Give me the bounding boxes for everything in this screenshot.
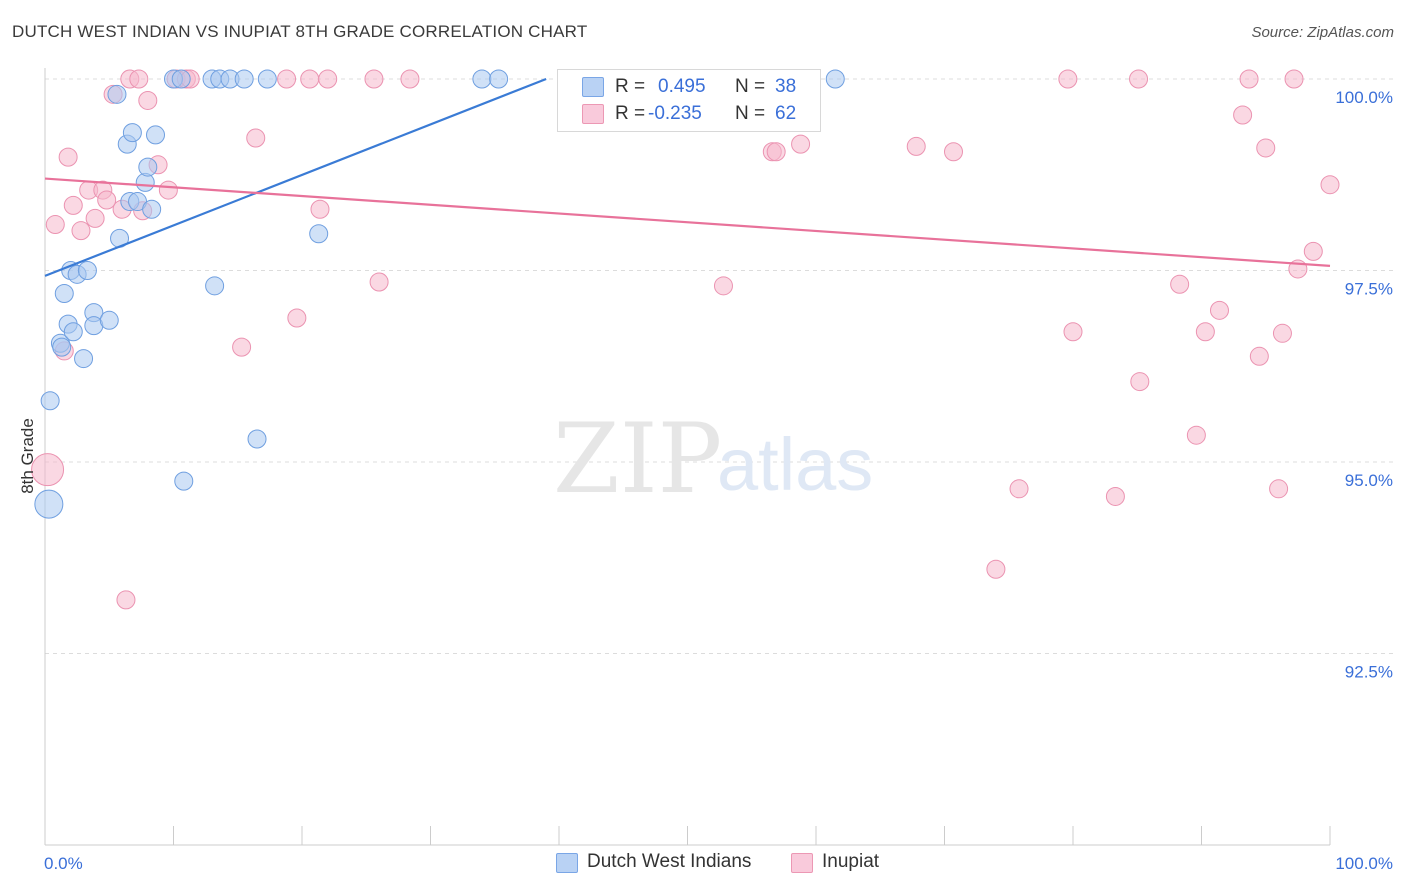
watermark-atlas: atlas xyxy=(717,423,873,506)
point-inupiat xyxy=(1209,300,1229,320)
point-inupiat xyxy=(300,69,320,89)
point-inupiat xyxy=(1233,105,1253,125)
point-inupiat xyxy=(71,221,91,241)
legend-n-value: 38 xyxy=(775,76,797,97)
y-tick-label: 97.5% xyxy=(1345,280,1393,299)
point-dutch-west-indians xyxy=(825,69,845,89)
legend-box: R = 0.495 N = 38 R = -0.235 N = 62 xyxy=(557,69,821,132)
point-inupiat xyxy=(1303,241,1323,261)
point-inupiat xyxy=(1105,486,1125,506)
legend-n-label: N = xyxy=(735,76,766,97)
chart-title: DUTCH WEST INDIAN VS INUPIAT 8TH GRADE C… xyxy=(12,22,588,41)
bottom-legend-swatch-blue xyxy=(556,853,578,873)
point-dutch-west-indians xyxy=(34,489,64,519)
point-inupiat xyxy=(1129,69,1149,89)
point-dutch-west-indians xyxy=(247,429,267,449)
point-dutch-west-indians xyxy=(257,69,277,89)
bottom-legend-label: Dutch West Indians xyxy=(587,851,752,872)
point-inupiat xyxy=(318,69,338,89)
point-inupiat xyxy=(63,195,83,215)
point-inupiat xyxy=(766,142,786,162)
point-inupiat xyxy=(1320,175,1340,195)
point-inupiat xyxy=(1195,322,1215,342)
point-inupiat xyxy=(369,272,389,292)
legend-n-value: 62 xyxy=(775,103,797,124)
trendline-dutch-west-indians xyxy=(44,77,547,277)
point-inupiat xyxy=(986,559,1006,579)
point-inupiat xyxy=(1170,274,1190,294)
y-tick-label: 100.0% xyxy=(1335,88,1393,107)
point-inupiat xyxy=(1009,479,1029,499)
legend-swatch-pink xyxy=(582,104,604,124)
point-inupiat xyxy=(116,590,136,610)
point-inupiat xyxy=(31,453,65,487)
point-dutch-west-indians xyxy=(309,224,329,244)
point-inupiat xyxy=(1130,372,1150,392)
legend-r-label: R = xyxy=(615,103,646,124)
point-inupiat xyxy=(138,90,158,110)
point-inupiat xyxy=(1186,425,1206,445)
point-dutch-west-indians xyxy=(146,125,166,145)
point-inupiat xyxy=(400,69,420,89)
point-dutch-west-indians xyxy=(142,199,162,219)
point-dutch-west-indians xyxy=(174,471,194,491)
y-axis-label: 8th Grade xyxy=(18,418,37,494)
point-inupiat xyxy=(1272,323,1292,343)
point-inupiat xyxy=(1249,346,1269,366)
source-label: Source: ZipAtlas.com xyxy=(1251,24,1394,41)
point-dutch-west-indians xyxy=(171,69,191,89)
point-inupiat xyxy=(158,180,178,200)
point-dutch-west-indians xyxy=(74,349,94,369)
legend-r-value: 0.495 xyxy=(658,76,706,97)
watermark-zip: ZIP xyxy=(553,403,722,515)
point-inupiat xyxy=(232,337,252,357)
trendline-inupiat xyxy=(44,177,1331,268)
y-tick-label: 95.0% xyxy=(1345,471,1393,490)
point-dutch-west-indians xyxy=(52,337,72,357)
point-inupiat xyxy=(97,190,117,210)
point-dutch-west-indians xyxy=(54,283,74,303)
point-dutch-west-indians xyxy=(472,69,492,89)
point-dutch-west-indians xyxy=(99,310,119,330)
x-tick-label-max: 100.0% xyxy=(1335,854,1393,873)
point-dutch-west-indians xyxy=(489,69,509,89)
point-inupiat xyxy=(713,276,733,296)
point-inupiat xyxy=(58,147,78,167)
point-inupiat xyxy=(1063,322,1083,342)
point-dutch-west-indians xyxy=(63,322,83,342)
point-inupiat xyxy=(246,128,266,148)
point-inupiat xyxy=(1284,69,1304,89)
x-tick-label-min: 0.0% xyxy=(44,854,83,873)
point-dutch-west-indians xyxy=(138,157,158,177)
point-dutch-west-indians xyxy=(107,84,127,104)
point-inupiat xyxy=(1269,479,1289,499)
point-inupiat xyxy=(906,136,926,156)
point-dutch-west-indians xyxy=(77,261,97,280)
point-inupiat xyxy=(277,69,297,89)
point-inupiat xyxy=(1058,69,1078,89)
legend-n-label: N = xyxy=(735,103,766,124)
point-inupiat xyxy=(1239,69,1259,89)
point-inupiat xyxy=(45,215,65,235)
point-dutch-west-indians xyxy=(40,391,60,411)
y-tick-label: 92.5% xyxy=(1345,663,1393,682)
legend-r-value: -0.235 xyxy=(648,103,702,124)
point-inupiat xyxy=(364,69,384,89)
point-inupiat xyxy=(85,208,105,228)
point-dutch-west-indians xyxy=(234,69,254,89)
point-dutch-west-indians xyxy=(122,123,142,143)
bottom-legend-swatch-pink xyxy=(791,853,813,873)
bottom-legend-label: Inupiat xyxy=(822,851,880,872)
point-inupiat xyxy=(129,69,149,89)
point-inupiat xyxy=(287,308,307,328)
point-inupiat xyxy=(791,134,811,154)
point-inupiat xyxy=(943,142,963,162)
point-dutch-west-indians xyxy=(205,276,225,296)
legend-r-label: R = xyxy=(615,76,646,97)
point-inupiat xyxy=(310,199,330,219)
legend-swatch-blue xyxy=(582,77,604,97)
point-inupiat xyxy=(1256,138,1276,158)
